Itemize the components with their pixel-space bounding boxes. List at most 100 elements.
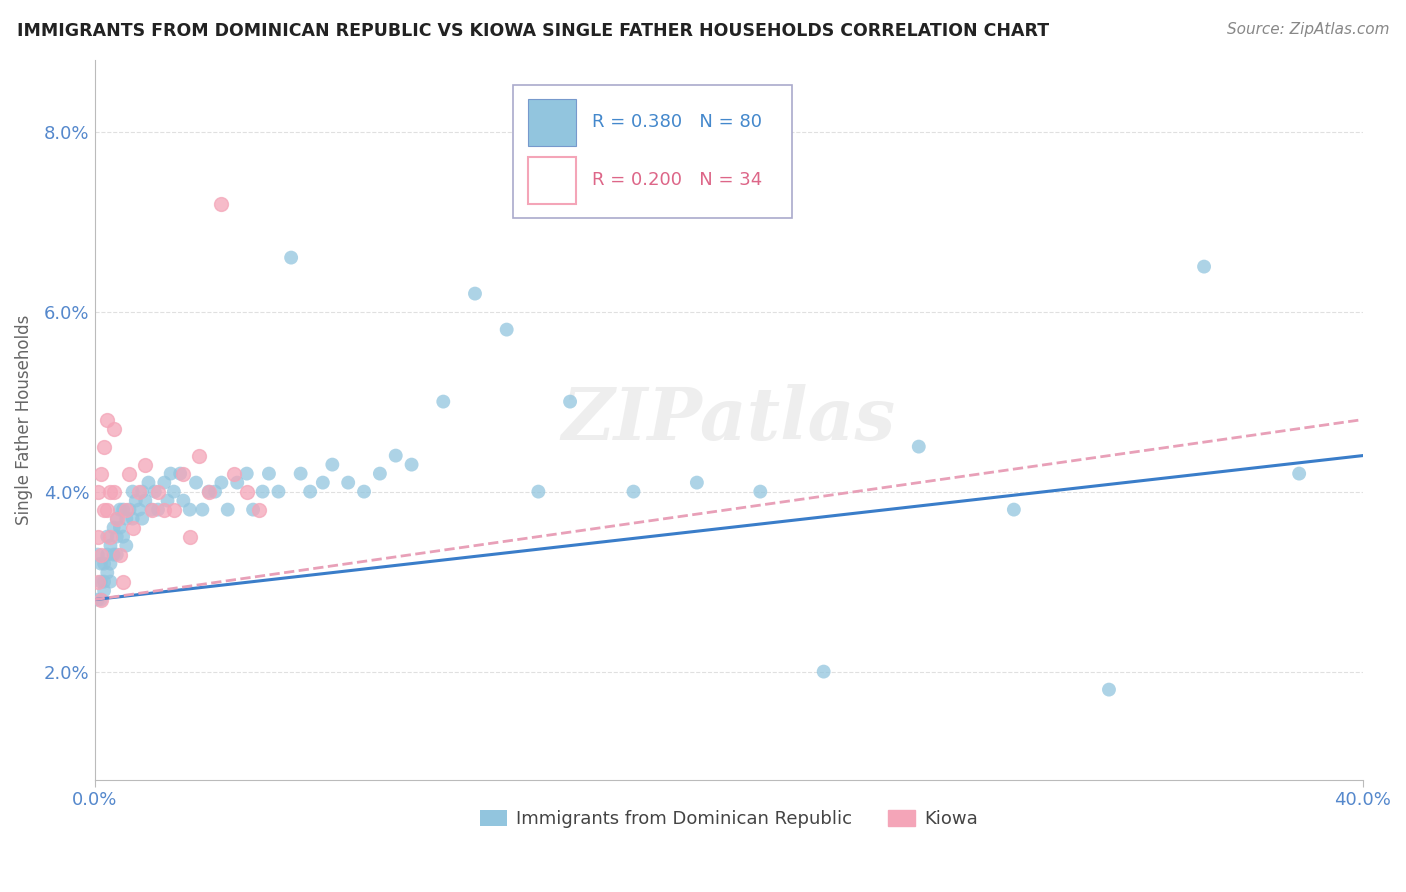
Point	[93, 557, 115, 571]
Point	[131, 511, 153, 525]
Point	[96, 502, 118, 516]
Point	[813, 665, 835, 679]
Point	[267, 484, 290, 499]
Point	[105, 511, 128, 525]
Point	[87, 484, 110, 499]
Point	[112, 502, 135, 516]
Point	[197, 484, 219, 499]
Point	[125, 493, 148, 508]
Point	[290, 467, 312, 481]
Point	[90, 548, 112, 562]
Point	[141, 502, 163, 516]
Point	[108, 520, 131, 534]
Text: IMMIGRANTS FROM DOMINICAN REPUBLIC VS KIOWA SINGLE FATHER HOUSEHOLDS CORRELATION: IMMIGRANTS FROM DOMINICAN REPUBLIC VS KI…	[17, 22, 1049, 40]
Point	[141, 502, 163, 516]
Point	[93, 583, 115, 598]
Point	[156, 493, 179, 508]
Point	[115, 539, 138, 553]
Point	[623, 484, 645, 499]
Point	[153, 502, 176, 516]
Point	[312, 475, 335, 490]
Point	[96, 548, 118, 562]
Point	[103, 520, 125, 534]
Point	[1288, 467, 1310, 481]
Point	[128, 484, 150, 499]
Point	[87, 592, 110, 607]
Point	[209, 475, 232, 490]
Point	[495, 323, 517, 337]
Point	[128, 502, 150, 516]
Point	[558, 394, 581, 409]
Point	[118, 502, 141, 516]
Point	[159, 467, 181, 481]
Point	[96, 566, 118, 580]
Point	[93, 574, 115, 589]
Point	[96, 412, 118, 426]
FancyBboxPatch shape	[529, 157, 576, 203]
Point	[134, 493, 156, 508]
Point	[87, 574, 110, 589]
Point	[337, 475, 360, 490]
Point	[134, 458, 156, 472]
Point	[280, 251, 302, 265]
Point	[90, 592, 112, 607]
Text: R = 0.380   N = 80: R = 0.380 N = 80	[592, 113, 762, 131]
Legend: Immigrants from Dominican Republic, Kiowa: Immigrants from Dominican Republic, Kiow…	[472, 803, 984, 836]
Point	[527, 484, 550, 499]
Point	[384, 449, 406, 463]
FancyBboxPatch shape	[513, 85, 792, 218]
Point	[100, 530, 122, 544]
Point	[100, 574, 122, 589]
Point	[197, 484, 219, 499]
Point	[179, 502, 201, 516]
Point	[204, 484, 226, 499]
Point	[353, 484, 375, 499]
Point	[105, 548, 128, 562]
Point	[401, 458, 423, 472]
Point	[1002, 502, 1025, 516]
Point	[191, 502, 214, 516]
Point	[1098, 682, 1121, 697]
Point	[87, 530, 110, 544]
Text: ZIPatlas: ZIPatlas	[561, 384, 896, 455]
FancyBboxPatch shape	[529, 99, 576, 146]
Point	[179, 530, 201, 544]
Point	[112, 574, 135, 589]
Point	[146, 484, 169, 499]
Point	[188, 449, 211, 463]
Point	[90, 467, 112, 481]
Point	[103, 548, 125, 562]
Point	[121, 520, 143, 534]
Point	[93, 502, 115, 516]
Point	[686, 475, 709, 490]
Point	[90, 557, 112, 571]
Y-axis label: Single Father Households: Single Father Households	[15, 314, 32, 524]
Point	[87, 548, 110, 562]
Point	[226, 475, 249, 490]
Point	[138, 475, 160, 490]
Text: Source: ZipAtlas.com: Source: ZipAtlas.com	[1226, 22, 1389, 37]
Point	[749, 484, 772, 499]
Point	[209, 196, 232, 211]
Point	[90, 592, 112, 607]
Point	[103, 484, 125, 499]
Point	[90, 574, 112, 589]
Point	[217, 502, 239, 516]
Point	[121, 484, 143, 499]
Point	[153, 475, 176, 490]
Point	[118, 467, 141, 481]
Point	[105, 530, 128, 544]
Point	[368, 467, 391, 481]
Point	[100, 539, 122, 553]
Text: R = 0.200   N = 34: R = 0.200 N = 34	[592, 171, 762, 189]
Point	[242, 502, 264, 516]
Point	[163, 484, 186, 499]
Point	[108, 502, 131, 516]
Point	[184, 475, 207, 490]
Point	[464, 286, 486, 301]
Point	[321, 458, 343, 472]
Point	[100, 557, 122, 571]
Point	[299, 484, 322, 499]
Point	[236, 484, 259, 499]
Point	[115, 511, 138, 525]
